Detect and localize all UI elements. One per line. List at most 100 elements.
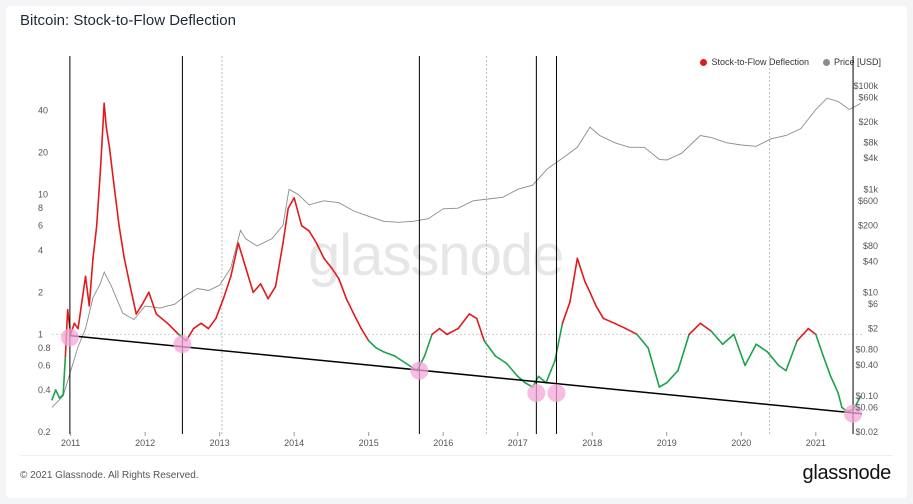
series-deflection-segment-1 bbox=[54, 389, 61, 399]
y-left-tick-label-2: 10 bbox=[38, 190, 48, 200]
series-deflection-segment-81 bbox=[602, 317, 616, 325]
series-deflection-segment-61 bbox=[438, 327, 448, 336]
series-deflection-segment-19 bbox=[118, 224, 126, 260]
series-deflection-segment-12 bbox=[92, 224, 98, 260]
series-deflection-segment-60 bbox=[431, 327, 441, 336]
series-deflection-segment-99 bbox=[796, 327, 810, 342]
series-deflection-segment-67 bbox=[494, 355, 508, 365]
series-deflection-segment-42 bbox=[287, 197, 295, 210]
series-deflection-segment-76 bbox=[569, 257, 579, 303]
series-deflection-segment-40 bbox=[274, 242, 284, 288]
y-left-tick-label-5: 4 bbox=[38, 245, 43, 255]
series-deflection-segment-48 bbox=[330, 266, 340, 280]
series-deflection-segment-37 bbox=[252, 283, 262, 294]
series-deflection-segment-86 bbox=[658, 382, 668, 388]
series-deflection-segment-44 bbox=[300, 224, 310, 232]
series-deflection-segment-65 bbox=[475, 317, 485, 342]
x-tick-label-10: 2021 bbox=[806, 438, 826, 448]
x-tick-label-3: 2014 bbox=[284, 438, 304, 448]
series-deflection-segment-93 bbox=[733, 333, 746, 367]
series-deflection-segment-66 bbox=[483, 339, 497, 357]
x-tick-label-8: 2019 bbox=[657, 438, 677, 448]
x-tick-label-6: 2017 bbox=[508, 438, 528, 448]
highlight-circle-0 bbox=[60, 328, 79, 347]
y-left-tick-label-6: 2 bbox=[38, 287, 43, 297]
y-right-tick-label-11: $6 bbox=[868, 299, 878, 309]
brand-logo: glassnode bbox=[802, 462, 892, 484]
series-deflection-segment-78 bbox=[583, 280, 591, 294]
series-deflection-segment-47 bbox=[323, 257, 333, 269]
series-deflection-segment-0 bbox=[51, 389, 57, 401]
series-deflection-segment-24 bbox=[148, 291, 158, 315]
x-tick-label-2: 2013 bbox=[210, 438, 230, 448]
series-deflection-segment-18 bbox=[113, 182, 120, 227]
series-deflection-segment-11 bbox=[88, 257, 94, 307]
y-right-tick-label-2: $20k bbox=[858, 117, 878, 127]
series-deflection-segment-108 bbox=[855, 395, 862, 405]
series-deflection-segment-88 bbox=[677, 333, 690, 372]
legend-label-price: Price [USD] bbox=[833, 57, 881, 67]
y-right-tick-label-8: $80 bbox=[863, 241, 878, 251]
x-tick-label-7: 2018 bbox=[582, 438, 602, 448]
x-tick-label-0: 2011 bbox=[61, 438, 80, 448]
series-deflection-segment-102 bbox=[822, 355, 832, 378]
y-left-tick-label-11: 0.2 bbox=[38, 427, 51, 437]
series-deflection-segment-63 bbox=[457, 313, 471, 330]
highlight-circle-4 bbox=[547, 384, 566, 403]
series-deflection-segment-10 bbox=[84, 275, 91, 307]
series-deflection-segment-36 bbox=[244, 266, 254, 294]
series-deflection-segment-52 bbox=[360, 327, 370, 342]
series-deflection-segment-77 bbox=[576, 257, 586, 283]
x-tick-label-9: 2020 bbox=[731, 438, 751, 448]
y-left-tick-label-3: 8 bbox=[38, 203, 43, 213]
series-deflection-segment-13 bbox=[95, 169, 102, 227]
series-deflection-segment-22 bbox=[135, 305, 143, 315]
series-deflection-segment-31 bbox=[207, 317, 217, 330]
series-deflection-segment-14 bbox=[99, 102, 105, 171]
y-left-tick-label-10: 0.4 bbox=[38, 385, 51, 395]
footer-divider bbox=[20, 455, 893, 456]
y-right-tick-label-7: $200 bbox=[858, 220, 878, 230]
series-deflection-segment-41 bbox=[282, 207, 290, 244]
series-deflection-segment-89 bbox=[688, 322, 702, 336]
series-deflection-segment-39 bbox=[267, 285, 277, 300]
y-right-tick-label-17: $0.02 bbox=[855, 427, 878, 437]
series-deflection-segment-92 bbox=[721, 333, 735, 346]
y-right-tick-label-10: $10 bbox=[863, 288, 878, 298]
series-deflection-segment-20 bbox=[123, 257, 132, 288]
series-deflection-segment-79 bbox=[589, 291, 597, 307]
y-left-tick-label-1: 20 bbox=[38, 148, 48, 158]
series-deflection-segment-38 bbox=[259, 283, 269, 300]
series-deflection-segment-98 bbox=[785, 339, 798, 372]
series-deflection-segment-45 bbox=[308, 230, 318, 244]
series-deflection-segment-49 bbox=[338, 277, 348, 300]
legend-item-price[interactable]: Price [USD] bbox=[822, 57, 881, 67]
series-deflection-segment-17 bbox=[108, 146, 115, 185]
series-deflection-segment-91 bbox=[710, 330, 724, 346]
y-right-tick-label-0: $100k bbox=[853, 81, 878, 91]
legend-item-deflection[interactable]: Stock-to-Flow Deflection bbox=[700, 57, 809, 67]
series-deflection-segment-80 bbox=[595, 305, 605, 320]
y-right-tick-label-5: $1k bbox=[863, 184, 878, 194]
y-right-tick-label-14: $0.40 bbox=[855, 360, 878, 370]
trendline bbox=[69, 334, 863, 415]
y-right-tick-label-6: $600 bbox=[858, 196, 878, 206]
series-deflection-segment-50 bbox=[345, 297, 355, 315]
x-tick-label-1: 2012 bbox=[135, 438, 155, 448]
y-left-tick-label-7: 1 bbox=[38, 329, 43, 339]
series-deflection-segment-95 bbox=[755, 343, 769, 353]
series-deflection-segment-73 bbox=[545, 359, 556, 384]
y-left-tick-label-0: 40 bbox=[38, 106, 48, 116]
y-right-tick-label-12: $2 bbox=[868, 324, 878, 334]
series-deflection-segment-68 bbox=[505, 362, 519, 378]
series-deflection-segment-30 bbox=[200, 322, 210, 330]
series-deflection-segment-100 bbox=[807, 327, 817, 336]
y-right-tick-label-3: $8k bbox=[863, 138, 878, 148]
highlight-circle-3 bbox=[527, 384, 546, 403]
series-deflection-segment-35 bbox=[237, 242, 247, 269]
highlight-circle-2 bbox=[410, 361, 429, 380]
y-left-tick-label-4: 6 bbox=[38, 221, 43, 231]
series-deflection-segment-34 bbox=[230, 242, 240, 278]
x-tick-label-4: 2015 bbox=[359, 438, 379, 448]
